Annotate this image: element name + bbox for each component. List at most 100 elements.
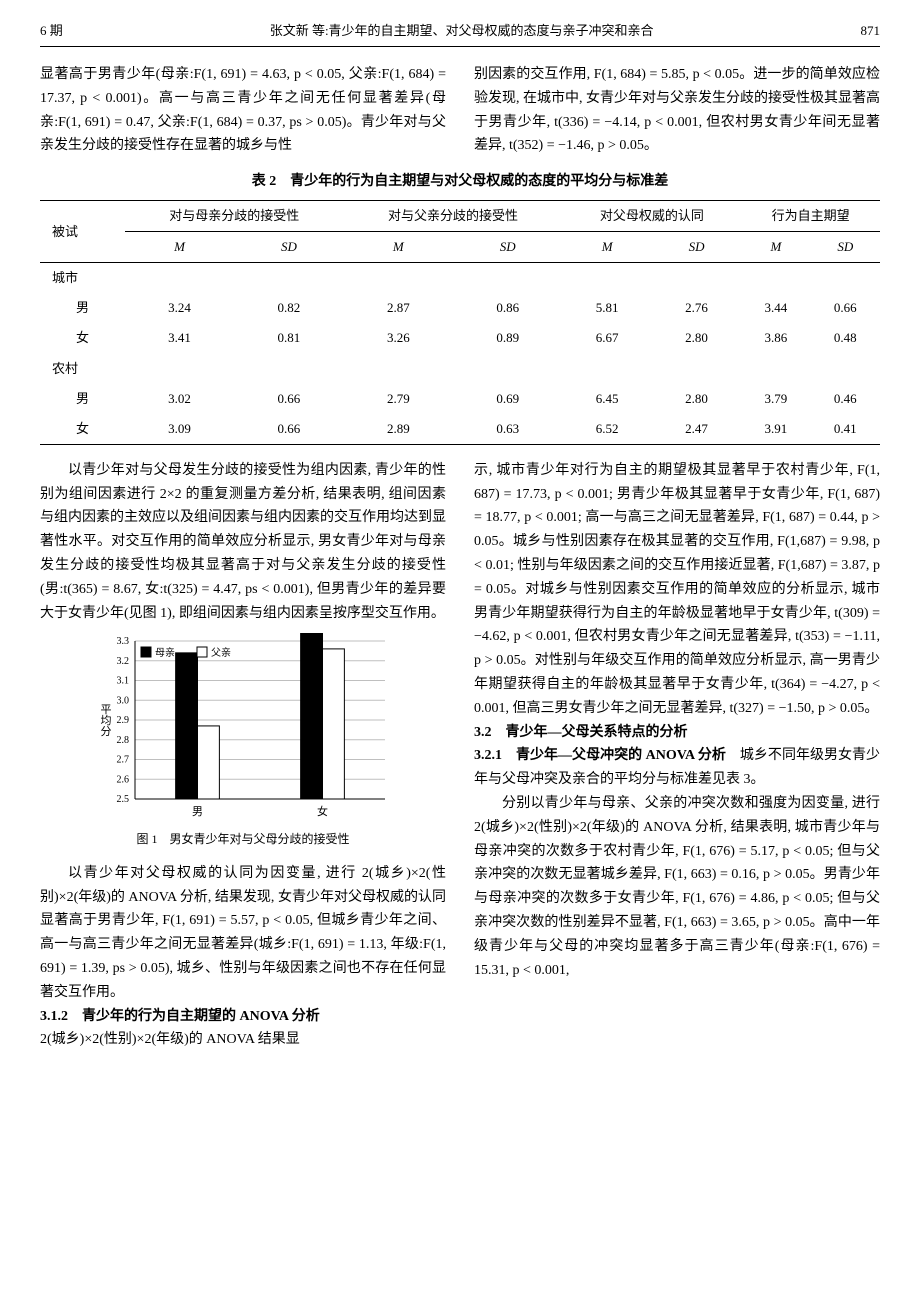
table-cell: 0.63 [453, 414, 562, 445]
table-cell: 3.86 [741, 323, 810, 353]
heading-3-2-1: 3.2.1 青少年—父母冲突的 ANOVA 分析 城乡不同年级男女青少年与父母冲… [474, 744, 880, 792]
svg-text:2.5: 2.5 [117, 794, 130, 805]
table-cell [453, 263, 562, 294]
top-paragraph-columns: 显著高于男青少年(母亲:F(1, 691) = 4.63, p < 0.05, … [40, 63, 880, 158]
left-column: 以青少年对与父母发生分歧的接受性为组内因素, 青少年的性别为组间因素进行 2×2… [40, 459, 446, 1052]
table-cell: 0.66 [234, 414, 343, 445]
table-cell: 3.91 [741, 414, 810, 445]
left-p2: 以青少年对父母权威的认同为因变量, 进行 2(城乡)×2(性别)×2(年级)的 … [40, 862, 446, 1005]
table-cell: 0.41 [811, 414, 880, 445]
table-cell [562, 263, 651, 294]
table-cell: 3.44 [741, 293, 810, 323]
table-cell: 6.45 [562, 384, 651, 414]
svg-text:女: 女 [317, 804, 328, 818]
table2-colgroup-2: 对父母权威的认同 [562, 201, 741, 232]
svg-text:2.6: 2.6 [117, 775, 130, 786]
table2-subcol: SD [811, 232, 880, 263]
svg-text:3.3: 3.3 [117, 636, 130, 647]
table-row-label: 女 [40, 323, 125, 353]
table-cell [125, 354, 234, 384]
table-cell: 2.47 [652, 414, 741, 445]
table-cell [811, 263, 880, 294]
right-p2: 分别以青少年与母亲、父亲的冲突次数和强度为因变量, 进行 2(城乡)×2(性别)… [474, 792, 880, 982]
heading-3-2: 3.2 青少年—父母关系特点的分析 [474, 721, 880, 745]
heading-3-2-1-label: 3.2.1 青少年—父母冲突的 ANOVA 分析 [474, 748, 726, 763]
svg-text:2.7: 2.7 [117, 755, 130, 766]
svg-text:2.8: 2.8 [117, 735, 130, 746]
svg-text:平均分: 平均分 [99, 704, 112, 737]
table-cell: 3.09 [125, 414, 234, 445]
table2-caption: 表 2 青少年的行为自主期望与对父母权威的态度的平均分与标准差 [40, 170, 880, 194]
svg-text:3.2: 3.2 [117, 656, 130, 667]
table-cell: 6.52 [562, 414, 651, 445]
right-column: 示, 城市青少年对行为自主的期望极其显著早于农村青少年, F(1, 687) =… [474, 459, 880, 1052]
figure1-caption: 图 1 男女青少年对与父母分歧的接受性 [40, 829, 446, 849]
table-cell: 3.41 [125, 323, 234, 353]
svg-text:男: 男 [192, 806, 203, 818]
table-row-label: 男 [40, 384, 125, 414]
issue-number: 6 期 [40, 20, 63, 42]
figure1-chart: 2.52.62.72.82.93.03.13.23.3平均分男女母亲父亲 [40, 633, 446, 823]
table-cell: 0.82 [234, 293, 343, 323]
table-cell [453, 354, 562, 384]
top-left-text: 显著高于男青少年(母亲:F(1, 691) = 4.63, p < 0.05, … [40, 63, 446, 158]
table-cell: 0.86 [453, 293, 562, 323]
table-cell [125, 263, 234, 294]
table2-subcol: SD [234, 232, 343, 263]
table2-subcol: SD [652, 232, 741, 263]
table-cell [344, 354, 453, 384]
table-cell: 6.67 [562, 323, 651, 353]
page-number: 871 [860, 20, 880, 42]
svg-text:2.9: 2.9 [117, 715, 130, 726]
top-right-col: 别因素的交互作用, F(1, 684) = 5.85, p < 0.05。进一步… [474, 63, 880, 158]
top-right-text: 别因素的交互作用, F(1, 684) = 5.85, p < 0.05。进一步… [474, 63, 880, 158]
table-cell: 3.24 [125, 293, 234, 323]
table-cell [234, 354, 343, 384]
table-cell [811, 354, 880, 384]
table2-subcol: M [344, 232, 453, 263]
table2-colgroup-3: 行为自主期望 [741, 201, 880, 232]
table-cell: 2.80 [652, 384, 741, 414]
table-cell [741, 354, 810, 384]
bar-chart-svg: 2.52.62.72.82.93.03.13.23.3平均分男女母亲父亲 [93, 633, 393, 823]
table-cell: 0.66 [234, 384, 343, 414]
table-row-label: 城市 [40, 263, 125, 294]
table-row-label: 农村 [40, 354, 125, 384]
table-cell [344, 263, 453, 294]
left-p3: 2(城乡)×2(性别)×2(年级)的 ANOVA 结果显 [40, 1028, 446, 1052]
table2: 被试 对与母亲分歧的接受性 对与父亲分歧的接受性 对父母权威的认同 行为自主期望… [40, 200, 880, 445]
table2-subcol: M [125, 232, 234, 263]
table-cell [562, 354, 651, 384]
table-cell [652, 354, 741, 384]
running-title: 张文新 等:青少年的自主期望、对父母权威的态度与亲子冲突和亲合 [270, 20, 654, 42]
heading-3-1-2: 3.1.2 青少年的行为自主期望的 ANOVA 分析 [40, 1005, 446, 1029]
svg-text:3.0: 3.0 [117, 696, 130, 707]
table2-subcol: SD [453, 232, 562, 263]
table-cell: 0.66 [811, 293, 880, 323]
table-cell: 2.87 [344, 293, 453, 323]
table2-row-header: 被试 [40, 201, 125, 263]
table2-subcol: M [741, 232, 810, 263]
table-cell: 2.79 [344, 384, 453, 414]
table-cell: 3.26 [344, 323, 453, 353]
table-row-label: 女 [40, 414, 125, 445]
left-p1: 以青少年对与父母发生分歧的接受性为组内因素, 青少年的性别为组间因素进行 2×2… [40, 459, 446, 626]
table-cell: 0.89 [453, 323, 562, 353]
svg-text:母亲: 母亲 [155, 646, 175, 659]
table-cell: 2.89 [344, 414, 453, 445]
table-cell: 2.76 [652, 293, 741, 323]
table-cell: 2.80 [652, 323, 741, 353]
table-cell [741, 263, 810, 294]
table-cell: 0.69 [453, 384, 562, 414]
table-cell: 3.02 [125, 384, 234, 414]
right-p1: 示, 城市青少年对行为自主的期望极其显著早于农村青少年, F(1, 687) =… [474, 459, 880, 721]
main-columns: 以青少年对与父母发生分歧的接受性为组内因素, 青少年的性别为组间因素进行 2×2… [40, 459, 880, 1052]
running-header: 6 期 张文新 等:青少年的自主期望、对父母权威的态度与亲子冲突和亲合 871 [40, 20, 880, 47]
table-cell: 3.79 [741, 384, 810, 414]
top-left-col: 显著高于男青少年(母亲:F(1, 691) = 4.63, p < 0.05, … [40, 63, 446, 158]
table2-colgroup-1: 对与父亲分歧的接受性 [344, 201, 563, 232]
table2-subcol: M [562, 232, 651, 263]
table-cell: 0.81 [234, 323, 343, 353]
table2-colgroup-0: 对与母亲分歧的接受性 [125, 201, 344, 232]
svg-text:父亲: 父亲 [211, 646, 231, 659]
